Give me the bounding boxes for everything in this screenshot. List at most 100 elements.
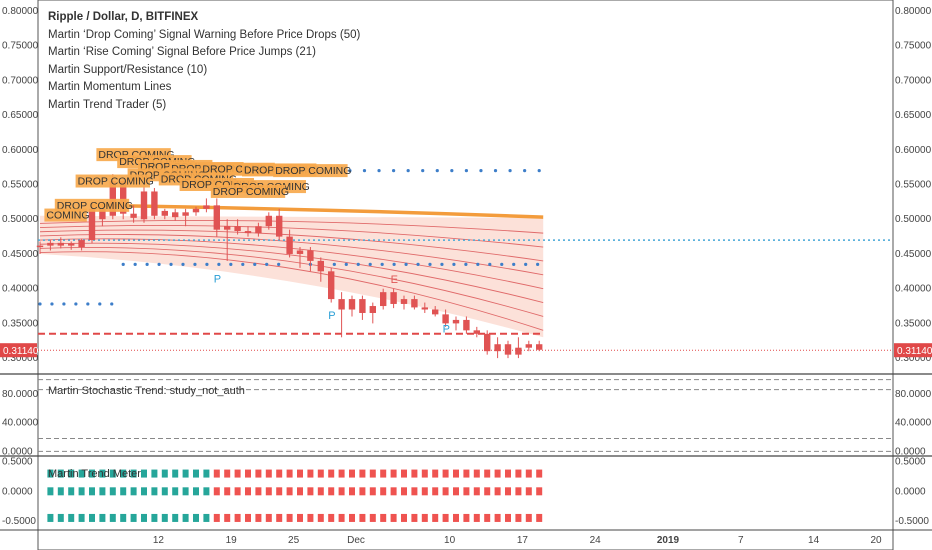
indicator-momentum-lines[interactable]: Martin Momentum Lines [48, 81, 172, 93]
stochastic-pane-label[interactable]: Martin Stochastic Trend: study_not_auth [48, 385, 245, 397]
price-tick-left-5: 0.55000 [2, 180, 39, 191]
candle-body-37 [421, 307, 428, 310]
pattern-letter-1: P [328, 310, 335, 322]
trend-meter-cell [411, 487, 418, 496]
momentum-band [40, 215, 544, 338]
candle-body-2 [57, 242, 64, 246]
trend-meter-cell [463, 487, 470, 496]
trend-meter-cell [161, 469, 168, 478]
price-tick-left-4: 0.60000 [2, 145, 39, 156]
candle-body-14 [182, 212, 189, 216]
trend-meter-cell [317, 513, 324, 522]
support-dot [428, 262, 432, 266]
trend-meter-cell [286, 513, 293, 522]
price-tick-right-0: 0.80000 [895, 6, 932, 17]
trend-meter-cell [141, 513, 147, 522]
trend-meter-cell [161, 513, 168, 522]
symbol-title[interactable]: Ripple / Dollar, D, BITFINEX [48, 11, 199, 23]
trend-meter-cell [432, 513, 439, 522]
pattern-letter-0: P [214, 273, 221, 285]
candle-body-10 [140, 191, 148, 220]
trend-meter-cell [317, 487, 324, 496]
indicator-legend: Ripple / Dollar, D, BITFINEX Martin ‘Dro… [48, 9, 360, 114]
support-dot [157, 262, 161, 266]
trend-meter-cell [484, 513, 491, 522]
price-tick-right-6: 0.50000 [895, 214, 932, 225]
trend-meter-cell [265, 487, 272, 496]
support-dot [98, 302, 102, 306]
pattern-letter-3: P [443, 323, 450, 335]
support-dot [404, 262, 408, 266]
trend-meter-cell [47, 487, 54, 496]
x-tick-4: 10 [444, 535, 456, 546]
trend-meter-pane-label[interactable]: Martin Trend Meter [48, 468, 141, 480]
support-dot [368, 262, 372, 266]
candle-body-20 [244, 231, 252, 234]
support-dot [265, 262, 269, 266]
trend-meter-cell [276, 469, 283, 478]
candle-body-12 [161, 210, 168, 216]
indicator-drop-coming[interactable]: Martin ‘Drop Coming’ Signal Warning Befo… [48, 28, 361, 41]
trend-meter-cell [213, 487, 220, 496]
support-dot [229, 262, 233, 266]
candle-body-31 [359, 299, 366, 313]
trend-meter-cell [484, 469, 491, 478]
candle-body-47 [525, 344, 532, 348]
last-price-tag-right [894, 343, 932, 358]
trend-meter-cell [109, 469, 116, 478]
trend-meter-cell [172, 487, 179, 496]
trend-meter-cell [505, 513, 511, 522]
trend-meter-cell [245, 469, 251, 478]
support-dot [86, 302, 90, 306]
stoch-tick-right-0: 80.0000 [895, 389, 932, 400]
support-dot [62, 302, 66, 306]
trend-meter-cell [151, 513, 158, 522]
indicator-rise-coming[interactable]: Martin ‘Rise Coming’ Signal Before Price… [48, 46, 317, 58]
trend-meter-cell [442, 487, 449, 496]
trend-meter-cell [349, 513, 355, 522]
trend-meter-cell [193, 513, 199, 522]
candle-body-15 [192, 208, 200, 213]
drop-coming-box-12 [210, 184, 286, 198]
trend-meter-cell [47, 513, 54, 522]
support-dot [133, 262, 137, 266]
trend-meter-cell [89, 469, 95, 478]
trend-meter-cell [57, 513, 64, 522]
ema-orange-line [91, 203, 544, 219]
trend-meter-cell [130, 469, 137, 478]
trend-meter-cell [141, 487, 147, 496]
resistance-dot [406, 169, 410, 173]
trend-meter-cell [286, 487, 293, 496]
price-tick-left-6: 0.50000 [2, 214, 39, 225]
trend-meter-cell [369, 487, 376, 496]
trend-meter-cell [89, 513, 95, 522]
support-dot [332, 262, 336, 266]
indicator-trend-trader[interactable]: Martin Trend Trader (5) [48, 98, 167, 111]
support-dot [524, 262, 528, 266]
candle-body-42 [473, 330, 480, 334]
trend-meter-cell [276, 513, 283, 522]
momentum-line-0 [39, 251, 544, 331]
trend-meter-cell [234, 469, 241, 478]
trend-tick-right-1: 0.0000 [895, 486, 926, 497]
stoch-tick-left-0: 80.0000 [2, 389, 39, 400]
support-dot [110, 302, 114, 306]
trend-meter-cell [68, 513, 75, 522]
trend-meter-cell [78, 513, 85, 522]
indicator-support-resistance[interactable]: Martin Support/Resistance (10) [48, 63, 208, 76]
trend-meter-cell [99, 487, 106, 496]
resistance-dot [362, 169, 367, 173]
candle-body-45 [504, 344, 512, 355]
momentum-line-2 [39, 242, 544, 304]
resistance-dot [435, 169, 439, 173]
trend-meter-cell [380, 487, 387, 496]
candle-body-5 [88, 208, 96, 241]
support-dot [181, 262, 185, 266]
trend-meter-cell [442, 469, 449, 478]
trend-meter-cell [203, 487, 210, 496]
trend-meter-cell [421, 469, 428, 478]
support-dot [121, 262, 125, 266]
momentum-line-1 [39, 247, 544, 317]
x-tick-1: 19 [226, 535, 238, 546]
trend-meter-cell [494, 487, 501, 496]
